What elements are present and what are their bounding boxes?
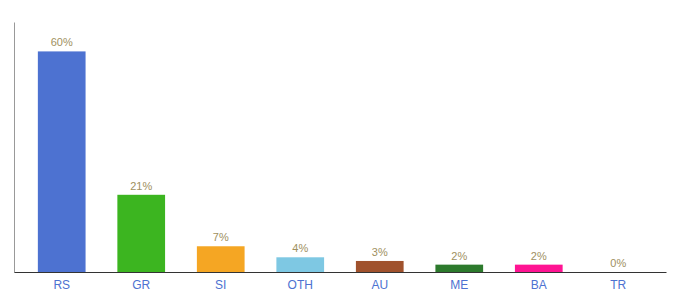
x-tick-label: BA — [531, 278, 547, 292]
bar — [435, 265, 483, 272]
x-axis: RS GR SI OTH AU ME BA TR — [15, 273, 667, 292]
bar — [356, 261, 404, 272]
x-tick: BA — [531, 278, 547, 292]
x-tick-label: ME — [450, 278, 468, 292]
data-label: 4% — [292, 242, 308, 254]
data-label: 7% — [213, 231, 229, 243]
x-tick-label: AU — [371, 278, 388, 292]
x-tick: RS — [53, 278, 70, 292]
x-tick: SI — [215, 278, 226, 292]
data-label: 21% — [130, 180, 152, 192]
y-axis-line — [14, 23, 15, 273]
bar — [276, 257, 324, 272]
y-axis — [14, 23, 15, 273]
plot-area: RS GR SI OTH AU ME BA TR 60% 21% 7% 4% 3% 2% 2% 0% — [15, 23, 667, 292]
x-tick: GR — [132, 278, 150, 292]
x-tick-label: RS — [53, 278, 70, 292]
x-tick-label: TR — [610, 278, 626, 292]
bar — [594, 272, 642, 273]
chart: RS GR SI OTH AU ME BA TR 60% 21% 7% 4% 3% 2% 2% 0% — [0, 0, 680, 300]
bar — [515, 265, 563, 272]
x-tick: TR — [610, 278, 626, 292]
x-tick: OTH — [288, 278, 313, 292]
x-tick: ME — [450, 278, 468, 292]
x-tick: AU — [371, 278, 388, 292]
bar — [117, 195, 165, 272]
data-labels: 60% 21% 7% 4% 3% 2% 2% 0% — [51, 36, 627, 269]
data-label: 0% — [610, 257, 626, 269]
data-label: 2% — [451, 250, 467, 262]
data-label: 60% — [51, 36, 73, 48]
x-axis-line — [15, 272, 667, 273]
bars — [38, 51, 563, 272]
x-tick-label: OTH — [288, 278, 313, 292]
data-label: 2% — [531, 250, 547, 262]
data-label: 3% — [372, 246, 388, 258]
x-tick-label: GR — [132, 278, 150, 292]
bar — [38, 51, 86, 272]
x-tick-label: SI — [215, 278, 226, 292]
bar — [197, 246, 245, 272]
